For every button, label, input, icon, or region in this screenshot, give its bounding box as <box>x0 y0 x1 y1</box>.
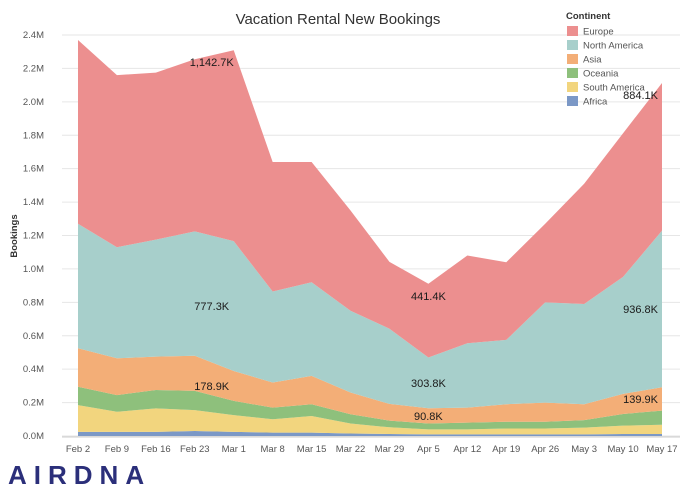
data-label: 884.1K <box>623 90 659 102</box>
x-tick-label: Mar 15 <box>297 444 327 455</box>
y-axis-label: Bookings <box>9 214 20 257</box>
y-tick-label: 0.0M <box>23 431 44 442</box>
legend-swatch <box>567 82 578 92</box>
legend-swatch <box>567 40 578 50</box>
data-label: 1,142.7K <box>190 57 235 69</box>
data-labels: 1,142.7K 777.3K 178.9K 441.4K 303.8K 90.8K 884… <box>190 57 659 423</box>
y-tick-label: 2.0M <box>23 97 44 108</box>
x-tick-label: Mar 1 <box>222 444 246 455</box>
data-label: 90.8K <box>414 411 443 423</box>
legend-swatch <box>567 26 578 36</box>
x-tick-label: Feb 9 <box>105 444 129 455</box>
area-north-america <box>78 223 662 409</box>
x-tick-label: Mar 29 <box>375 444 405 455</box>
y-tick-label: 1.8M <box>23 130 44 141</box>
legend-swatch <box>567 96 578 106</box>
area-africa <box>78 430 662 436</box>
x-tick-label: Mar 22 <box>336 444 366 455</box>
y-tick-label: 0.4M <box>23 364 44 375</box>
x-tick-label: Feb 16 <box>141 444 171 455</box>
data-label: 303.8K <box>411 378 447 390</box>
data-label: 777.3K <box>194 301 230 313</box>
y-tick-label: 2.2M <box>23 63 44 74</box>
airdna-logo: AIRDNA <box>8 460 151 490</box>
legend-item: Europe <box>583 27 614 38</box>
axes: 0.0M 0.2M 0.4M 0.6M 0.8M 1.0M 1.2M 1.4M 1.6M 1.8M… <box>23 30 680 455</box>
y-tick-label: 0.2M <box>23 398 44 409</box>
legend: Continent Europe North America Asia Oceania… <box>566 11 645 108</box>
y-tick-label: 1.4M <box>23 197 44 208</box>
x-tick-label: Apr 19 <box>492 444 520 455</box>
y-tick-label: 0.8M <box>23 297 44 308</box>
y-tick-label: 1.6M <box>23 164 44 175</box>
x-tick-label: Apr 26 <box>531 444 559 455</box>
data-label: 139.9K <box>623 394 659 406</box>
area-europe <box>78 40 662 358</box>
area-oceania <box>78 386 662 430</box>
y-tick-label: 0.6M <box>23 331 44 342</box>
x-tick-label: Apr 12 <box>453 444 481 455</box>
data-label: 936.8K <box>623 304 659 316</box>
x-tick-label: May 3 <box>571 444 597 455</box>
legend-item: South America <box>583 83 645 94</box>
data-label: 178.9K <box>194 381 230 393</box>
x-tick-label: Feb 23 <box>180 444 210 455</box>
x-tick-label: Apr 5 <box>417 444 440 455</box>
legend-item: North America <box>583 41 644 52</box>
legend-item: Asia <box>583 55 602 66</box>
chart-title: Vacation Rental New Bookings <box>236 11 441 28</box>
legend-title: Continent <box>566 11 611 22</box>
area-asia <box>78 348 662 424</box>
legend-swatch <box>567 54 578 64</box>
data-label: 441.4K <box>411 291 447 303</box>
x-tick-label: May 10 <box>607 444 638 455</box>
x-tick-label: May 17 <box>646 444 677 455</box>
y-tick-label: 2.4M <box>23 30 44 41</box>
legend-item: Oceania <box>583 69 619 80</box>
y-tick-label: 1.2M <box>23 231 44 242</box>
legend-swatch <box>567 68 578 78</box>
area-series <box>78 40 662 436</box>
x-tick-label: Mar 8 <box>261 444 285 455</box>
x-tick-label: Feb 2 <box>66 444 90 455</box>
y-tick-label: 1.0M <box>23 264 44 275</box>
legend-item: Africa <box>583 97 608 108</box>
area-south-america <box>78 405 662 435</box>
